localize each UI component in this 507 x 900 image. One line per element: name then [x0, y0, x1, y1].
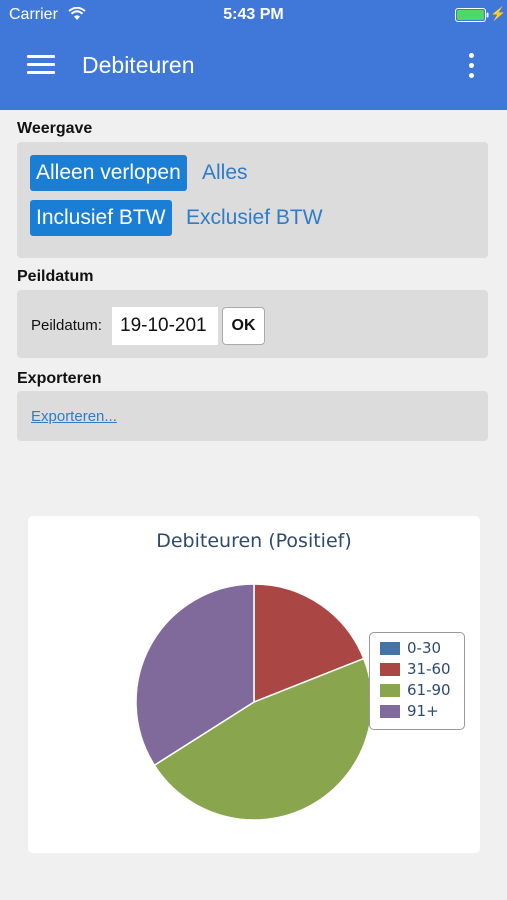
hamburger-menu-icon[interactable]: [27, 55, 55, 75]
filter-alleen-verlopen-button[interactable]: Alleen verlopen: [30, 155, 187, 191]
legend-swatch: [380, 663, 400, 676]
chart-title: Debiteuren (Positief): [156, 530, 352, 552]
status-time: 5:43 PM: [223, 6, 284, 23]
pie-slice-91plus: [135, 583, 255, 767]
filter-alles-button[interactable]: Alles: [202, 161, 248, 184]
exporteren-heading: Exporteren: [17, 370, 102, 387]
exclusief-btw-button[interactable]: Exclusief BTW: [186, 206, 323, 229]
legend-swatch: [380, 684, 400, 697]
peildatum-field-label: Peildatum:: [31, 317, 102, 334]
exporteren-panel: Exporteren...: [17, 391, 488, 441]
app-bar: Carrier 5:43 PM ⚡ Debiteuren: [0, 0, 507, 110]
exporteren-link[interactable]: Exporteren...: [31, 408, 117, 425]
carrier-label: Carrier: [9, 6, 58, 23]
more-vert-icon[interactable]: [466, 52, 478, 80]
weergave-panel: Alleen verlopen Alles Inclusief BTW Excl…: [17, 142, 488, 258]
battery-icon: [455, 8, 489, 22]
page-title: Debiteuren: [82, 52, 195, 78]
pie-slice-31-60: [253, 583, 365, 704]
legend-swatch: [380, 705, 400, 718]
legend-label: 91+: [407, 702, 439, 720]
charging-bolt-icon: ⚡: [490, 6, 507, 21]
weergave-heading: Weergave: [17, 120, 93, 137]
inclusief-btw-button[interactable]: Inclusief BTW: [30, 200, 172, 236]
chart-legend: 0-30 31-60 61-90 91+: [369, 632, 465, 730]
status-bar: Carrier 5:43 PM ⚡: [0, 0, 507, 30]
legend-label: 61-90: [407, 681, 451, 699]
peildatum-input[interactable]: [112, 307, 218, 345]
ok-button[interactable]: OK: [222, 307, 265, 345]
peildatum-panel: Peildatum: OK: [17, 290, 488, 358]
legend-swatch: [380, 642, 400, 655]
wifi-icon: [68, 7, 86, 20]
legend-label: 0-30: [407, 639, 442, 657]
peildatum-heading: Peildatum: [17, 268, 94, 285]
legend-label: 31-60: [407, 660, 451, 678]
chart-card: Debiteuren (Positief) 0-30 31-60 61-90 91+: [28, 516, 480, 853]
